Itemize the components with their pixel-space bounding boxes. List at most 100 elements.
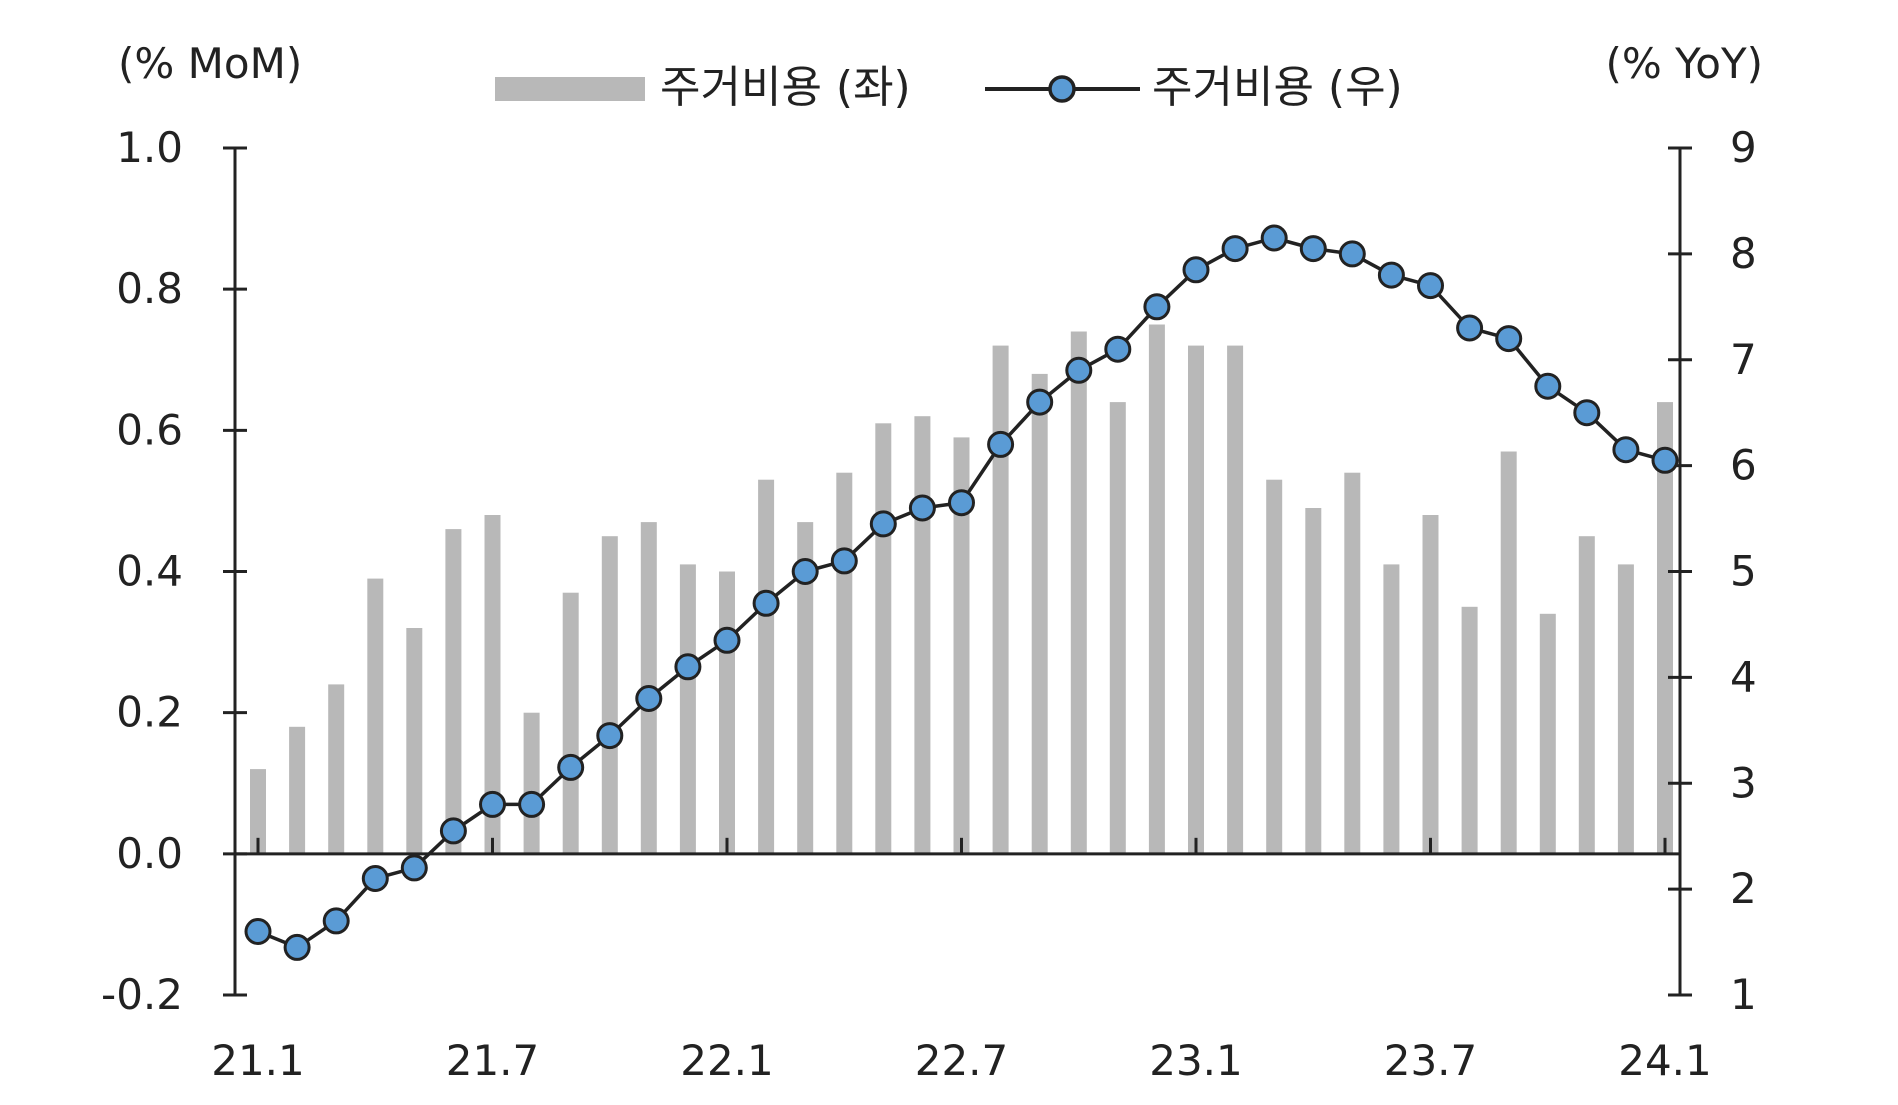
yoy-point-23.10 [1534, 372, 1562, 400]
yoy-point-22.4 [830, 547, 858, 575]
bar-23.3 [1266, 479, 1283, 854]
legend-line-label: 주거비용 (우) [1152, 62, 1403, 113]
yoy-point-21.12 [674, 653, 702, 681]
yoy-point-23.4 [1299, 235, 1327, 263]
yoy-point-21.4 [361, 865, 389, 892]
bar-23.8 [1461, 606, 1478, 854]
bar-22.4 [836, 472, 853, 854]
yoy-point-21.10 [596, 722, 624, 750]
left-tick-label: 1.0 [116, 123, 183, 172]
legend-line-marker [1048, 75, 1076, 103]
x-tick-label: 21.1 [211, 1036, 305, 1085]
bar-22.7 [953, 437, 970, 854]
legend-bar-label: 주거비용 (좌) [660, 62, 911, 113]
left-tick-label: 0.0 [116, 829, 183, 878]
right-tick-label: 1 [1730, 970, 1757, 1019]
bar-21.5 [406, 628, 423, 854]
yoy-point-21.3 [322, 907, 350, 935]
bar-22.11 [1109, 402, 1126, 854]
bar-23.7 [1422, 515, 1439, 854]
yoy-point-22.3 [791, 558, 819, 585]
right-tick-label: 2 [1730, 864, 1757, 913]
yoy-point-21.5 [400, 854, 428, 882]
right-tick-label: 7 [1730, 335, 1757, 384]
yoy-point-23.1 [1182, 256, 1210, 284]
left-tick-label: 0.6 [116, 405, 183, 454]
yoy-point-22.8 [987, 430, 1015, 458]
yoy-point-21.8 [518, 790, 546, 818]
yoy-point-23.12 [1612, 436, 1640, 464]
yoy-point-22.2 [752, 589, 780, 617]
yoy-point-22.1 [713, 626, 741, 654]
bar-22.1 [719, 571, 735, 854]
x-tick-label: 23.1 [1149, 1036, 1243, 1085]
yoy-point-23.7 [1417, 272, 1444, 300]
right-tick-label: 5 [1730, 547, 1757, 596]
bar-21.9 [562, 592, 579, 854]
bar-24.1 [1657, 402, 1673, 854]
bar-21.1 [250, 769, 266, 854]
bar-23.1 [1188, 345, 1204, 854]
yoy-point-23.8 [1456, 314, 1484, 342]
bar-23.6 [1383, 564, 1400, 854]
bar-23.9 [1500, 451, 1517, 854]
yoy-point-22.9 [1026, 388, 1054, 416]
yoy-point-23.2 [1221, 235, 1249, 263]
left-tick-label: 0.4 [116, 547, 183, 596]
yoy-point-21.2 [283, 933, 311, 961]
bar-22.2 [758, 479, 775, 854]
bar-23.4 [1305, 508, 1322, 854]
yoy-point-21.11 [635, 685, 663, 712]
yoy-point-23.5 [1338, 240, 1366, 268]
bar-21.3 [328, 684, 345, 854]
yoy-point-23.11 [1573, 399, 1601, 427]
bar-22.9 [1031, 373, 1048, 854]
x-tick-label: 23.7 [1384, 1036, 1478, 1085]
legend: 주거비용 (좌) 주거비용 (우) [495, 62, 1403, 113]
yoy-point-21.6 [439, 817, 467, 845]
axes-layer: 1.0 0.8 0.6 0.4 0.2 0.0 -0.2 9 8 7 6 5 4 3 2 1 21.1 21.7 2… [101, 123, 1757, 1085]
bar-23.12 [1617, 564, 1634, 854]
yoy-point-23.6 [1377, 261, 1405, 289]
bar-22.8 [992, 345, 1009, 854]
right-tick-label: 4 [1730, 652, 1757, 701]
bar-22.12 [1148, 324, 1165, 854]
bar-23.10 [1539, 613, 1556, 854]
bar-21.2 [289, 726, 306, 854]
bar-23.11 [1578, 536, 1595, 854]
bar-21.6 [445, 529, 462, 854]
bar-21.12 [679, 564, 696, 854]
left-tick-label: -0.2 [101, 970, 183, 1019]
yoy-point-23.3 [1260, 224, 1288, 252]
yoy-point-21.7 [479, 790, 506, 818]
right-tick-label: 8 [1730, 229, 1757, 278]
x-tick-label: 22.1 [680, 1036, 774, 1085]
yoy-point-22.12 [1143, 293, 1171, 321]
bar-21.4 [367, 578, 384, 854]
bar-21.7 [484, 515, 501, 854]
yoy-point-21.1 [244, 918, 272, 945]
yoy-point-24.1 [1651, 446, 1679, 474]
bar-22.6 [914, 416, 931, 854]
yoy-point-22.10 [1065, 356, 1093, 384]
left-axis-title: (% MoM) [118, 39, 302, 88]
yoy-point-22.11 [1104, 335, 1132, 363]
x-tick-label: 24.1 [1618, 1036, 1712, 1085]
yoy-point-21.9 [557, 753, 585, 781]
x-tick-label: 21.7 [446, 1036, 540, 1085]
bar-22.3 [797, 522, 814, 854]
yoy-point-22.7 [948, 489, 975, 517]
yoy-point-23.9 [1495, 325, 1523, 353]
left-tick-label: 0.2 [116, 688, 183, 737]
left-tick-label: 0.8 [116, 264, 183, 313]
bar-21.8 [523, 712, 540, 854]
line-layer [244, 224, 1679, 961]
legend-bar-swatch [495, 77, 645, 101]
right-tick-label: 3 [1730, 758, 1757, 807]
bar-23.5 [1344, 472, 1361, 854]
bar-22.10 [1070, 331, 1087, 854]
right-tick-label: 6 [1730, 441, 1757, 490]
yoy-point-22.6 [908, 494, 936, 522]
